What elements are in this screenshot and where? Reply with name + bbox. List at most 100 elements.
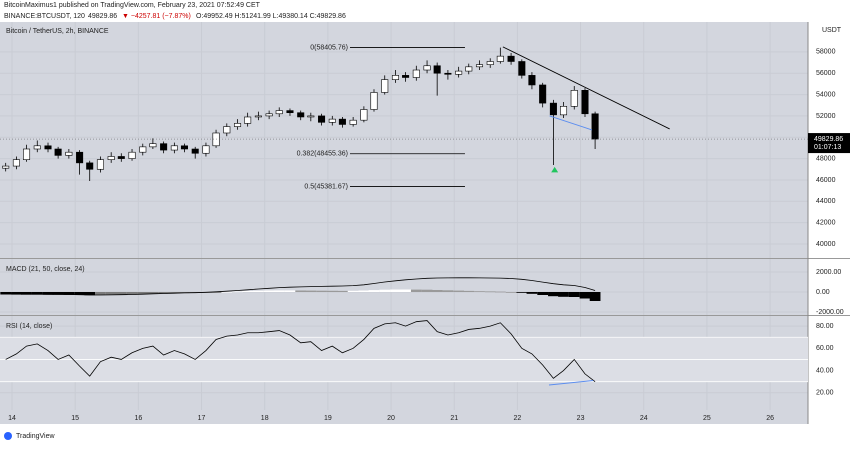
x-tick-label: 17 <box>198 415 206 422</box>
candle-body <box>338 118 346 125</box>
y-tick-label: 52000 <box>816 113 836 120</box>
candle-body <box>318 115 326 123</box>
candle-body <box>286 110 294 114</box>
x-tick-label: 15 <box>71 415 79 422</box>
candle-body <box>139 146 147 153</box>
histogram-bar <box>421 289 433 292</box>
y-tick-label: 40000 <box>816 241 836 248</box>
symbol: BINANCE:BTCUSDT, 120 <box>4 13 85 20</box>
y-tick-label: 56000 <box>816 70 836 77</box>
x-tick-label: 20 <box>387 415 395 422</box>
candle-body <box>54 148 62 156</box>
candle-body <box>475 64 484 68</box>
candle-body <box>465 66 473 72</box>
candle-body <box>328 118 336 123</box>
candle-body <box>549 102 557 116</box>
candle-body <box>412 69 420 78</box>
y-tick-label: 80.00 <box>816 323 834 330</box>
publish-line: BitcoinMaximus1 published on TradingView… <box>4 2 261 9</box>
candle-body <box>518 61 526 76</box>
histogram-bar <box>484 291 496 293</box>
histogram-bar <box>0 292 12 295</box>
histogram-bar <box>410 289 422 292</box>
histogram-bar <box>558 292 569 297</box>
histogram-bar <box>137 292 149 295</box>
histogram-bar <box>52 292 64 295</box>
candle-body <box>212 132 220 147</box>
candle-body <box>486 61 494 65</box>
histogram-bar <box>95 292 106 295</box>
candle-body <box>349 119 357 125</box>
candle-body <box>528 75 536 86</box>
divergence-line <box>548 380 594 386</box>
histogram-bar <box>31 292 43 295</box>
candle-body <box>76 151 84 164</box>
histogram-bar <box>253 290 264 292</box>
pane-title: Bitcoin / TetherUS, 2h, BINANCE <box>6 28 109 35</box>
histogram-bar <box>505 292 517 293</box>
rsi-line <box>5 320 596 382</box>
fib-label: 0(58405.76) <box>310 44 348 51</box>
candle-body <box>275 110 283 115</box>
histogram-bar <box>168 292 180 294</box>
histogram-bar <box>400 289 411 292</box>
change: ▼ −4257.81 (−7.87%) <box>122 13 191 20</box>
candle-body <box>117 156 125 159</box>
y-tick-label: 46000 <box>816 177 836 184</box>
brand-logo <box>4 432 12 440</box>
histogram-bar <box>210 292 222 293</box>
candle-body <box>202 145 210 154</box>
x-tick-label: 25 <box>703 415 711 422</box>
histogram-bar <box>453 290 465 292</box>
x-tick-label: 23 <box>577 415 585 422</box>
y-tick-label: 48000 <box>816 155 836 162</box>
x-tick-label: 14 <box>8 415 16 422</box>
histogram-bar <box>358 290 370 292</box>
histogram-bar <box>63 292 75 295</box>
candle-body <box>433 65 441 74</box>
histogram-bar <box>305 290 317 292</box>
histogram-bar <box>347 290 359 292</box>
price-tag-label: 49829.86 <box>814 136 843 143</box>
y-tick-label: 58000 <box>816 49 836 56</box>
unit: USDT <box>822 27 842 34</box>
candle-body <box>234 123 242 127</box>
y-tick-label: 54000 <box>816 91 836 98</box>
histogram-bar <box>474 291 485 292</box>
histogram-bar <box>284 290 296 292</box>
candle-body <box>423 65 431 71</box>
candle-body <box>86 162 94 170</box>
y-tick-label: 0.00 <box>816 289 830 296</box>
y-tick-label: 2000.00 <box>816 269 841 276</box>
histogram-bar <box>494 291 506 293</box>
histogram-bar <box>295 290 307 292</box>
y-tick-label: 40.00 <box>816 367 834 374</box>
candle-body <box>297 112 305 118</box>
axis-background <box>0 410 808 424</box>
histogram-bar <box>579 292 591 299</box>
histogram-bar <box>126 292 138 295</box>
histogram-bar <box>221 291 233 293</box>
candle-body <box>265 113 273 117</box>
y-tick-label: 42000 <box>816 219 836 226</box>
histogram-bar <box>105 292 117 295</box>
y-tick-label: 60.00 <box>816 345 834 352</box>
y-tick-label: 20.00 <box>816 390 834 397</box>
candle-body <box>570 90 578 107</box>
candle-body <box>96 159 104 170</box>
price: 49829.86 <box>88 13 117 20</box>
candle-body <box>539 84 547 104</box>
histogram-bar <box>390 289 401 292</box>
histogram-bar <box>537 292 549 295</box>
fib-label: 0.5(45381.67) <box>304 183 348 190</box>
x-tick-label: 22 <box>513 415 521 422</box>
candle-body <box>444 72 452 75</box>
candle-body <box>65 151 73 156</box>
x-tick-label: 19 <box>324 415 332 422</box>
candle-body <box>180 145 188 150</box>
y-tick-label: -2000.00 <box>816 309 844 316</box>
x-tick-label: 18 <box>261 415 269 422</box>
candle-body <box>254 115 262 118</box>
candle-body <box>160 143 168 151</box>
